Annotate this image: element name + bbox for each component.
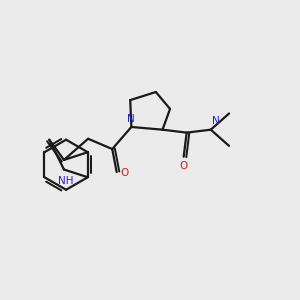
Text: N: N — [127, 114, 135, 124]
Text: N: N — [212, 116, 220, 126]
Text: O: O — [120, 169, 128, 178]
Text: O: O — [179, 161, 187, 171]
Text: NH: NH — [58, 176, 73, 186]
